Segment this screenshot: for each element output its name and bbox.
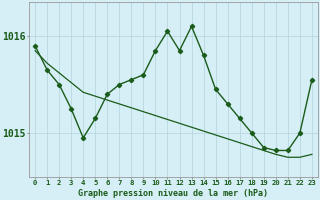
X-axis label: Graphe pression niveau de la mer (hPa): Graphe pression niveau de la mer (hPa) [78,189,268,198]
